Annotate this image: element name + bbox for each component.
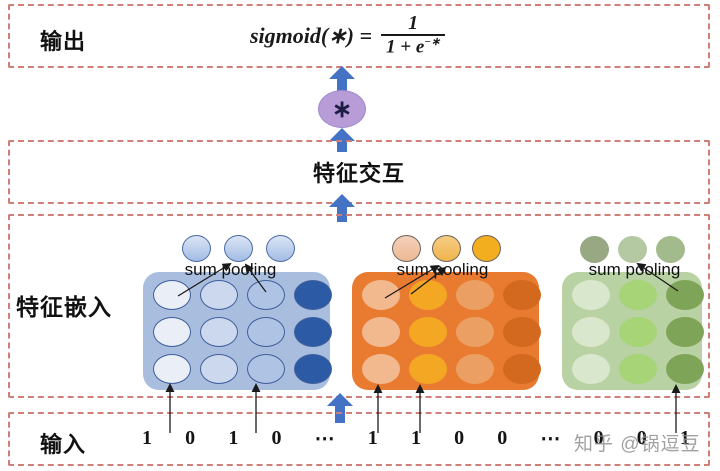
embedding-cell xyxy=(247,354,285,384)
embedding-grid-field1 xyxy=(143,272,332,384)
pooled-circle xyxy=(266,235,295,262)
input-digit: 0 xyxy=(636,426,647,449)
embedding-cell xyxy=(666,317,704,347)
pooled-circle xyxy=(392,235,421,262)
input-digit: ⋯ xyxy=(314,427,335,450)
pooled-circle xyxy=(618,236,647,263)
input-digit: 1 xyxy=(367,426,378,449)
embedding-cell xyxy=(409,354,447,384)
embedding-cell xyxy=(153,317,191,347)
embedding-cell xyxy=(572,280,610,310)
embedding-cell xyxy=(200,354,238,384)
output-label: 输出 xyxy=(40,29,87,54)
input-digit: 1 xyxy=(679,426,690,449)
up-arrow-to-embedding xyxy=(327,393,353,423)
pooled-circle xyxy=(580,236,609,263)
embedding-cell xyxy=(409,280,447,310)
input-digit: ⋯ xyxy=(540,427,561,450)
embedding-cell xyxy=(503,280,541,310)
embedding-cell xyxy=(503,317,541,347)
sum-pooling-label-field3: sum pooling xyxy=(588,260,681,279)
sigmoid-formula: sigmoid(∗) = 1 1 + e−∗ xyxy=(250,10,446,62)
embedding-cell xyxy=(247,280,285,310)
pooled-vector-field2 xyxy=(392,235,501,262)
pooled-circle xyxy=(182,235,211,262)
pooled-circle xyxy=(224,235,253,262)
pooled-circle xyxy=(472,235,501,262)
embedding-cell xyxy=(294,354,332,384)
input-digit: 1 xyxy=(410,426,421,449)
denominator-exponent: −∗ xyxy=(424,36,441,49)
embedding-cell xyxy=(153,280,191,310)
embedding-label: 特征嵌入 xyxy=(16,294,112,320)
operator-node: ∗ xyxy=(318,90,366,128)
embedding-cell xyxy=(666,354,704,384)
input-digit: 0 xyxy=(271,426,282,449)
formula-numerator: 1 xyxy=(408,12,419,35)
input-digit: 0 xyxy=(593,426,604,449)
embedding-cell xyxy=(362,280,400,310)
embedding-cell xyxy=(362,354,400,384)
formula-fraction: 1 1 + e−∗ xyxy=(381,12,446,58)
interaction-label: 特征交互 xyxy=(312,161,405,186)
embedding-cell xyxy=(503,354,541,384)
embedding-cell xyxy=(200,317,238,347)
pooled-vector-field3 xyxy=(580,236,685,263)
embedding-cell xyxy=(294,317,332,347)
input-box: 输入 xyxy=(8,412,710,466)
embedding-cell xyxy=(247,317,285,347)
up-arrow-to-operator xyxy=(329,128,355,152)
pooled-circle xyxy=(432,235,461,262)
embedding-cell xyxy=(666,280,704,310)
denominator-base: 1 + e xyxy=(386,36,425,58)
embedding-matrix-field1 xyxy=(143,272,332,390)
embedding-grid-field2 xyxy=(352,272,541,384)
sum-pooling-label-field1: sum pooling xyxy=(184,260,277,279)
output-box: 输出 xyxy=(8,4,710,68)
operator-asterisk: ∗ xyxy=(331,95,353,123)
embedding-cell xyxy=(619,354,657,384)
pooled-vector-field1 xyxy=(182,235,295,262)
interaction-box: 特征交互 xyxy=(8,140,710,204)
formula-lhs: sigmoid(∗) = xyxy=(250,23,373,48)
embedding-cell xyxy=(456,354,494,384)
embedding-cell xyxy=(294,280,332,310)
up-arrow-to-output xyxy=(329,66,355,92)
embedding-grid-field3 xyxy=(562,272,704,384)
embedding-cell xyxy=(200,280,238,310)
sum-pooling-label-field2: sum pooling xyxy=(396,260,489,279)
embedding-cell xyxy=(362,317,400,347)
embedding-cell xyxy=(153,354,191,384)
input-digit: 0 xyxy=(454,426,465,449)
input-digit: 1 xyxy=(228,426,239,449)
formula-denominator: 1 + e−∗ xyxy=(381,34,446,58)
input-digits: 1 0 1 0 ⋯ 1 1 0 0 ⋯ 0 0 1 xyxy=(142,421,690,455)
embedding-cell xyxy=(619,280,657,310)
embedding-cell xyxy=(409,317,447,347)
embedding-cell xyxy=(456,280,494,310)
input-digit: 0 xyxy=(185,426,196,449)
embedding-box xyxy=(8,214,710,398)
embedding-cell xyxy=(619,317,657,347)
embedding-cell xyxy=(572,354,610,384)
input-digit: 0 xyxy=(497,426,508,449)
pooled-circle xyxy=(656,236,685,263)
input-digit: 1 xyxy=(142,426,152,449)
embedding-cell xyxy=(572,317,610,347)
embedding-matrix-field2 xyxy=(352,272,541,390)
embedding-cell xyxy=(456,317,494,347)
watermark: 知乎 @锅逗豆 xyxy=(574,434,701,455)
input-label: 输入 xyxy=(40,432,87,457)
embedding-matrix-field3 xyxy=(562,272,704,390)
